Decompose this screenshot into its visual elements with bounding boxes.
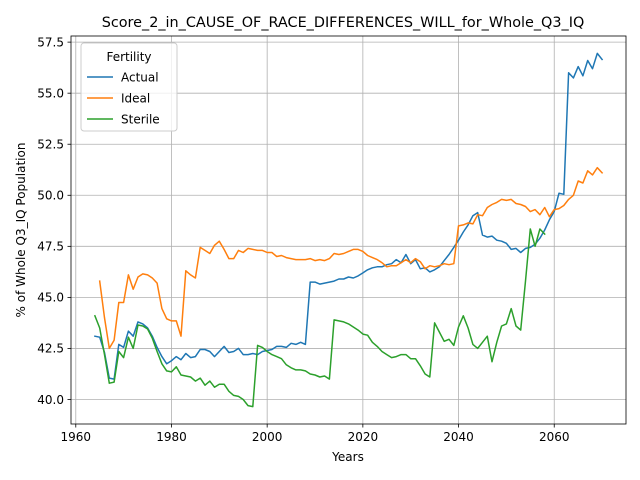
series-line-actual [94,52,604,380]
y-tick-label: 57.5 [37,35,64,49]
y-tick-label: 50.0 [37,189,64,203]
y-tick-label: 55.0 [37,86,64,100]
series-lines [93,52,604,408]
legend: Fertility Actual Ideal Sterile [80,42,178,132]
grid [71,36,626,424]
legend-box [80,42,178,132]
x-tick-label: 2020 [348,430,379,444]
legend-label-actual: Actual [121,70,159,84]
x-tick-label: 1960 [61,430,92,444]
legend-title: Fertility [106,50,151,64]
x-axis: 1960 1980 2000 2020 2040 2060 [61,424,570,444]
x-tick-label: 2040 [443,430,474,444]
chart-title: Score_2_in_CAUSE_OF_RACE_DIFFERENCES_WIL… [102,15,585,31]
legend-items: Actual Ideal Sterile [87,70,160,126]
plot-area: 1960 1980 2000 2020 2040 2060 40.0 42.5 45.0 47.… [37,35,627,444]
y-tick-label: 42.5 [37,342,64,356]
x-tick-label: 2060 [539,430,570,444]
y-tick-label: 45.0 [37,291,64,305]
y-tick-label: 52.5 [37,138,64,152]
legend-label-sterile: Sterile [121,112,160,126]
y-tick-label: 47.5 [37,240,64,254]
x-tick-label: 1980 [156,430,187,444]
series-line-sterile [93,228,546,408]
plot-frame [70,35,627,425]
x-axis-label: Years [331,450,364,464]
legend-label-ideal: Ideal [121,91,150,105]
series-line-ideal [98,166,604,350]
y-tick-label: 40.0 [37,393,64,407]
y-axis-label: % of Whole Q3_IQ Population [14,143,28,318]
y-axis: 40.0 42.5 45.0 47.5 50.0 52.5 55.0 57.5 [37,35,71,407]
x-tick-label: 2000 [252,430,283,444]
